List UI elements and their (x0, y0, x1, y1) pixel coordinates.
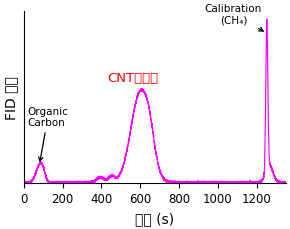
Text: CNTピーク: CNTピーク (107, 72, 158, 85)
Text: Organic
Carbon: Organic Carbon (28, 106, 68, 162)
Y-axis label: FID 強度: FID 強度 (4, 76, 18, 119)
Text: Calibration
(CH₄): Calibration (CH₄) (205, 4, 263, 32)
X-axis label: 時間 (s): 時間 (s) (135, 211, 174, 225)
